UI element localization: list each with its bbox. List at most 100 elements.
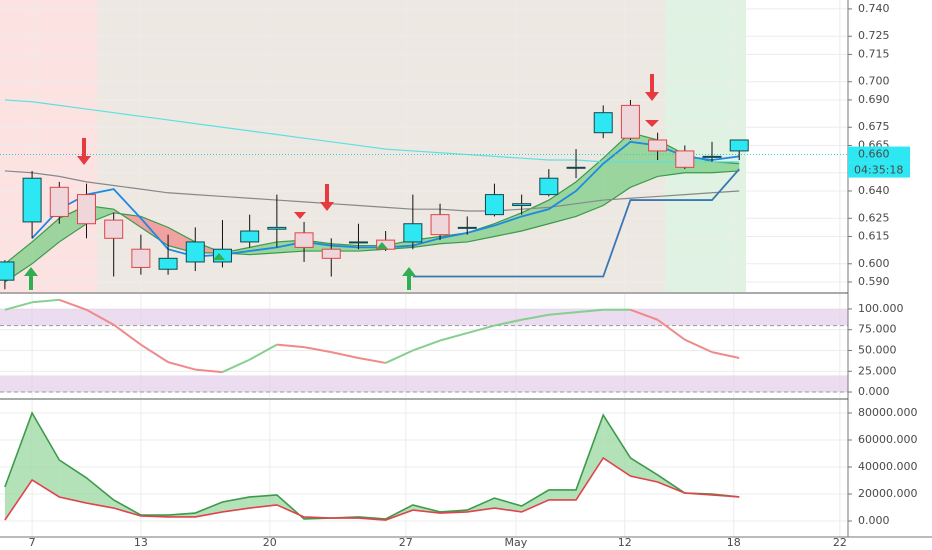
y-tick-label: 0.675 <box>858 120 890 133</box>
y-tick-label: 0.700 <box>858 75 890 88</box>
oscillator-segment <box>439 332 468 342</box>
y-tick-label: 40000.000 <box>858 460 918 473</box>
ribbon-fill <box>630 457 658 482</box>
candle-body <box>212 248 232 263</box>
oscillator-segment <box>466 324 495 335</box>
oscillator-segment <box>58 298 87 311</box>
oscillator-segment <box>303 346 332 354</box>
y-tick-label: 0.640 <box>858 184 890 197</box>
candle-body <box>185 241 205 263</box>
oscillator-segment <box>385 349 414 364</box>
oscillator-segment <box>521 313 550 321</box>
candle-body <box>512 203 532 207</box>
marks <box>0 99 848 521</box>
y-tick-label: 0.740 <box>858 2 890 15</box>
ribbon-fill <box>195 501 223 517</box>
oscillator-segment <box>4 301 33 311</box>
x-tick-label: 12 <box>618 536 632 549</box>
x-tick-label: 27 <box>399 536 413 549</box>
oscillator-segment <box>630 308 658 321</box>
ribbon-fill <box>249 241 277 255</box>
ribbon-fill <box>249 494 277 509</box>
oscillator-segment <box>222 358 251 373</box>
oscillator-segment <box>276 343 305 349</box>
candle-body <box>240 230 260 243</box>
oscillator-segment <box>331 351 359 359</box>
x-tick-label: 22 <box>833 536 847 549</box>
candle-body <box>403 223 423 243</box>
ribbon-fill <box>576 415 604 500</box>
candle-body <box>348 241 368 244</box>
candle-body <box>484 194 504 216</box>
y-tick-label: 0.590 <box>858 275 890 288</box>
oscillator-segment <box>684 338 713 354</box>
signals <box>24 74 659 290</box>
candle-body <box>104 219 124 239</box>
candle-body <box>729 139 749 152</box>
y-tick-label: 0.000 <box>858 385 890 398</box>
volume-line <box>4 411 740 520</box>
y-tick-label: 0.615 <box>858 229 890 242</box>
buy-arrow <box>402 267 416 290</box>
oscillator-segment <box>195 368 223 374</box>
candle-body <box>76 194 96 225</box>
candle-body <box>620 104 640 139</box>
y-tick-label: 80000.000 <box>858 406 918 419</box>
ribbon-fill <box>603 415 631 477</box>
ribbon-line <box>4 170 740 283</box>
y-tick-label: 25.000 <box>858 364 897 377</box>
ribbon-fill <box>521 489 549 512</box>
indicator-line <box>4 99 740 163</box>
band <box>0 375 848 393</box>
candle-body <box>158 257 178 270</box>
ribbon-fill <box>59 459 87 504</box>
buy-marker <box>376 242 388 249</box>
band <box>0 308 848 326</box>
y-tick-label: 20000.000 <box>858 487 918 500</box>
oscillator-segment <box>140 343 169 363</box>
y-tick-label: 60000.000 <box>858 433 918 446</box>
axis-labels: 7 13 20 27 May 12 18 22 0.740 0.725 0.715 0.700 0.69… <box>29 2 918 549</box>
y-tick-label: 0.600 <box>858 257 890 270</box>
x-tick-label: 20 <box>263 536 277 549</box>
countdown-bg <box>848 162 910 178</box>
oscillator-segment <box>358 356 386 364</box>
candle-body <box>539 177 559 196</box>
volume-line <box>4 456 740 521</box>
ribbon-fill <box>603 132 631 206</box>
indicator-line <box>4 170 740 212</box>
x-tick-label: 13 <box>134 536 148 549</box>
candle-body <box>22 177 42 223</box>
candle-body <box>457 226 477 229</box>
ribbon-fill <box>548 181 577 224</box>
candle-body <box>0 261 15 281</box>
y-tick-label: 50.000 <box>858 343 897 356</box>
sell-arrow <box>77 138 91 165</box>
price-tag-bg <box>848 146 910 163</box>
ribbon-fill <box>548 489 577 500</box>
candle-body <box>294 232 314 248</box>
y-tick-label: 75.000 <box>858 323 897 336</box>
candle-body <box>702 155 722 158</box>
candle-body <box>430 214 450 236</box>
y-tick-label: 0.690 <box>858 93 890 106</box>
candle-body <box>321 248 341 259</box>
y-tick-label: 0.625 <box>858 211 890 224</box>
oscillator-segment <box>494 318 522 327</box>
y-tick-label: 0.715 <box>858 47 890 60</box>
y-tick-label: 0.000 <box>858 514 890 527</box>
oscillator-segment <box>86 308 115 326</box>
sell-arrow <box>645 74 659 101</box>
candle-body <box>566 166 586 169</box>
sell-marker <box>294 212 306 219</box>
oscillator-segment <box>249 343 278 361</box>
x-tick-label: May <box>505 536 528 549</box>
candle-body <box>648 139 668 152</box>
y-tick-label: 0.725 <box>858 29 890 42</box>
oscillator-segment <box>412 339 441 352</box>
buy-marker <box>213 253 225 260</box>
ribbon-line <box>4 132 740 265</box>
ribbon-fill <box>576 158 604 217</box>
y-tick-label: 100.000 <box>858 302 904 315</box>
